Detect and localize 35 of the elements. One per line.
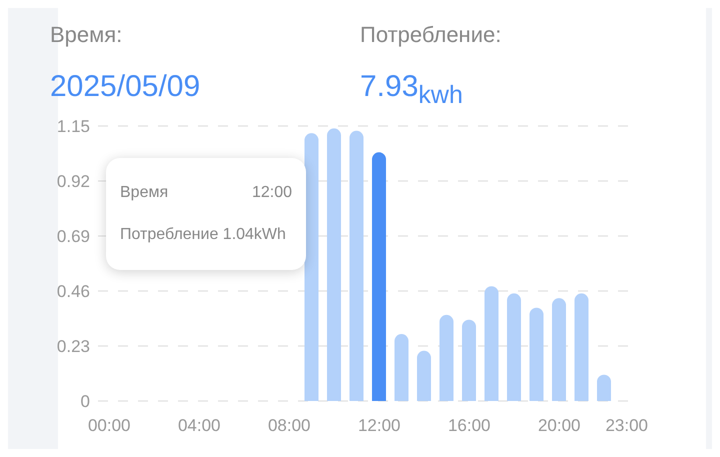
bar [304, 133, 318, 401]
x-tick-label: 23:00 [605, 416, 648, 436]
tooltip-card: Время 12:00 Потребление 1.04kWh [106, 158, 306, 270]
bar [327, 128, 341, 401]
bar [350, 130, 364, 401]
bar [484, 286, 498, 401]
annotation: Потребление 1.04kWh [120, 226, 286, 244]
y-tick-label: 1.15 [56, 117, 90, 136]
y-tick-label: 0.23 [56, 337, 90, 356]
y-tick-label: 0.92 [56, 172, 90, 192]
annotation: 12:00 [252, 184, 292, 202]
bar [552, 298, 566, 401]
x-tick-label: 20:00 [538, 416, 581, 436]
x-tick-label: 16:00 [448, 416, 491, 436]
text: 2025/05/09 [50, 70, 200, 104]
bar [597, 374, 611, 401]
x-tick-label: 12:00 [358, 416, 401, 436]
x-tick-label: 00:00 [88, 416, 131, 436]
y-tick-label: 0.46 [56, 282, 90, 302]
bar [507, 293, 521, 401]
bar [574, 293, 588, 401]
bar [372, 152, 386, 401]
bar [530, 308, 544, 401]
text: Потребление: [360, 22, 502, 48]
bar [462, 320, 476, 401]
bar [394, 334, 408, 401]
annotation: Время [120, 184, 168, 202]
bar [440, 314, 454, 401]
x-tick-label: 08:00 [268, 416, 311, 436]
bar [417, 350, 431, 401]
text: Время: [50, 22, 122, 48]
x-tick-label: 04:00 [178, 416, 221, 436]
text: 7.93$_{kwh}$ [360, 70, 463, 110]
y-tick-label: 0.69 [56, 227, 90, 246]
y-tick-label: 0 [80, 392, 90, 412]
